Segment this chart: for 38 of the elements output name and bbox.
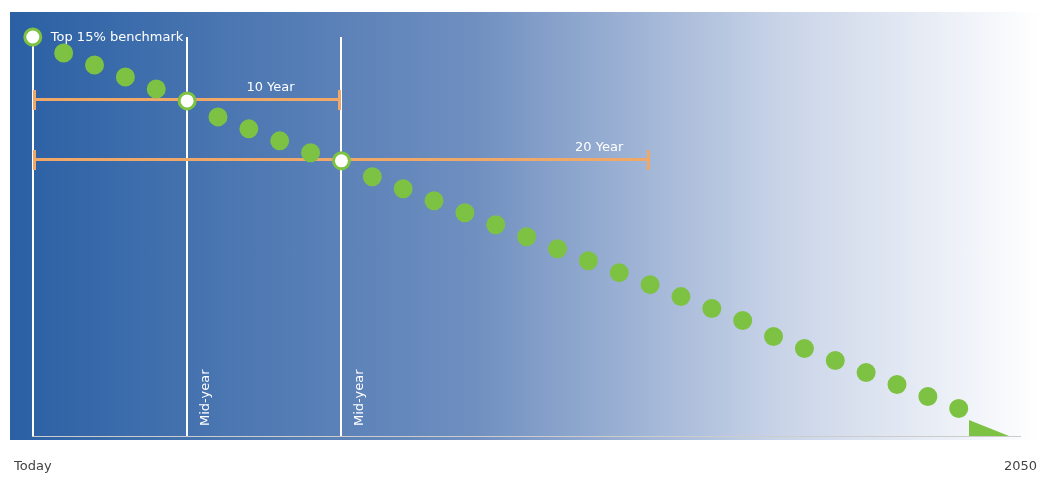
point [393,179,413,199]
point [115,67,135,87]
point [671,287,691,307]
x-tick-label: 2050 [1003,457,1037,473]
annotation: 20 Year [575,139,624,154]
point [301,143,321,163]
point [85,55,105,75]
point [918,386,938,406]
point [856,363,876,382]
point [486,215,506,235]
point [949,398,969,418]
point [455,203,475,223]
point [733,311,753,331]
x-tick-label: Today [12,457,52,473]
point [547,239,567,259]
point [609,263,629,283]
annotation: 10 Year [246,79,295,94]
point [239,119,259,139]
point [270,131,290,151]
point [362,167,382,187]
point [578,251,598,271]
point [331,151,351,171]
point [424,191,444,211]
point [825,351,845,371]
point [640,275,660,295]
point [702,299,722,319]
point [23,27,43,47]
point [177,91,197,111]
point [54,43,74,63]
point [887,374,907,394]
point [517,227,537,247]
point [794,339,814,359]
annotation: Top 15% benchmark [50,29,184,44]
annotation: Mid-year [197,369,213,427]
point [764,327,784,347]
annotation: Mid-year [351,369,367,427]
point [146,79,166,99]
point [208,107,228,127]
